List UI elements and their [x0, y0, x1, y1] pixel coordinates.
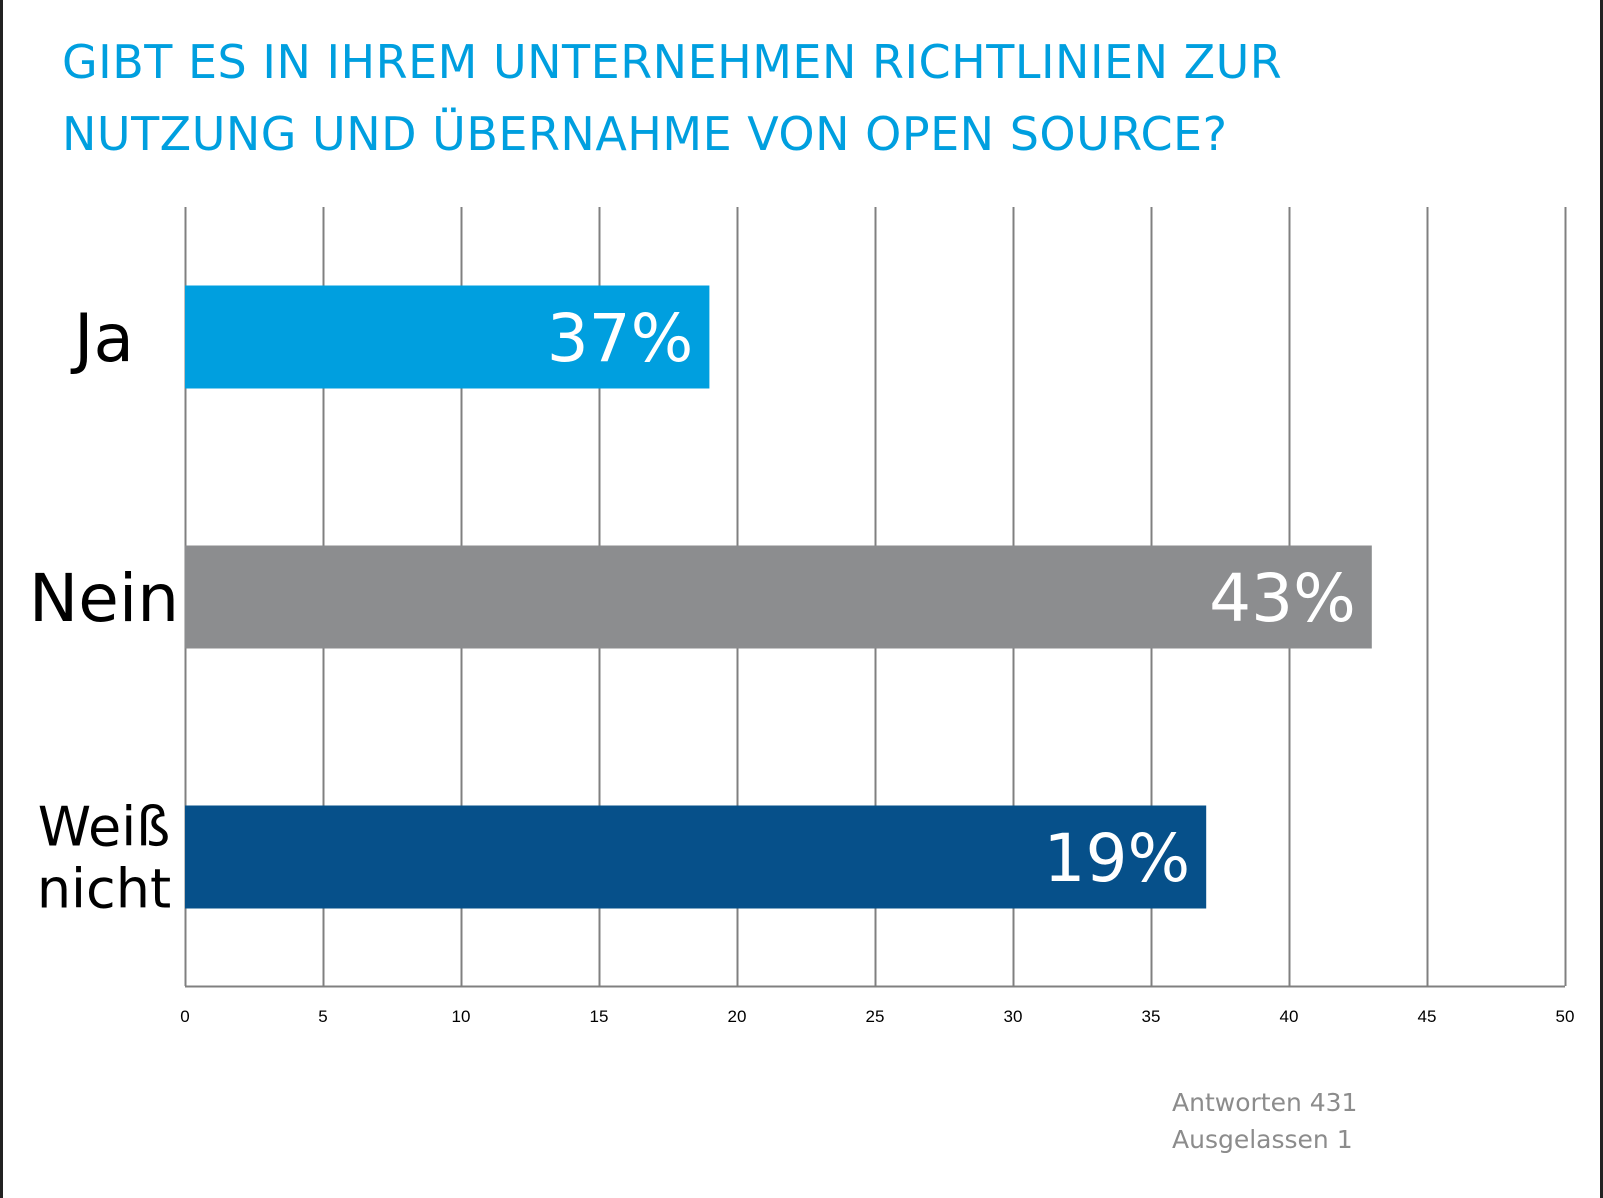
- x-tick-label-10: 10: [452, 1007, 471, 1026]
- x-tick-label-25: 25: [866, 1007, 885, 1026]
- chart-title-line-1: GIBT ES IN IHREM UNTERNEHMEN RICHTLINIEN…: [62, 35, 1283, 89]
- x-tick-label-30: 30: [1004, 1007, 1023, 1026]
- x-tick-label-20: 20: [728, 1007, 747, 1026]
- x-tick-label-45: 45: [1418, 1007, 1437, 1026]
- x-tick-label-15: 15: [590, 1007, 609, 1026]
- x-tick-label-50: 50: [1556, 1007, 1575, 1026]
- category-label-wei-nicht-line-2: nicht: [37, 857, 171, 920]
- bar-nein: [185, 545, 1372, 649]
- bar-data-label-wei-nicht: 19%: [1043, 820, 1190, 897]
- bar-ja: [185, 285, 710, 389]
- bar-wei-nicht: [185, 805, 1207, 909]
- bar-data-label-nein: 43%: [1209, 560, 1356, 637]
- category-label-wei-nicht-line-1: Weiß: [38, 795, 170, 858]
- response-summary: Antworten 431 Ausgelassen 1: [1172, 1084, 1357, 1158]
- category-label-ja: Ja: [70, 300, 134, 377]
- skipped-count: Ausgelassen 1: [1172, 1125, 1353, 1154]
- chart-title: GIBT ES IN IHREM UNTERNEHMEN RICHTLINIEN…: [62, 26, 1462, 170]
- x-tick-label-5: 5: [318, 1007, 327, 1026]
- responses-count: Antworten 431: [1172, 1088, 1358, 1117]
- chart-title-line-2: NUTZUNG UND ÜBERNAHME VON OPEN SOURCE?: [62, 107, 1228, 161]
- x-tick-label-40: 40: [1280, 1007, 1299, 1026]
- bar-data-label-ja: 37%: [547, 300, 694, 377]
- category-label-nein: Nein: [29, 560, 179, 637]
- x-tick-label-35: 35: [1142, 1007, 1161, 1026]
- x-tick-label-0: 0: [180, 1007, 189, 1026]
